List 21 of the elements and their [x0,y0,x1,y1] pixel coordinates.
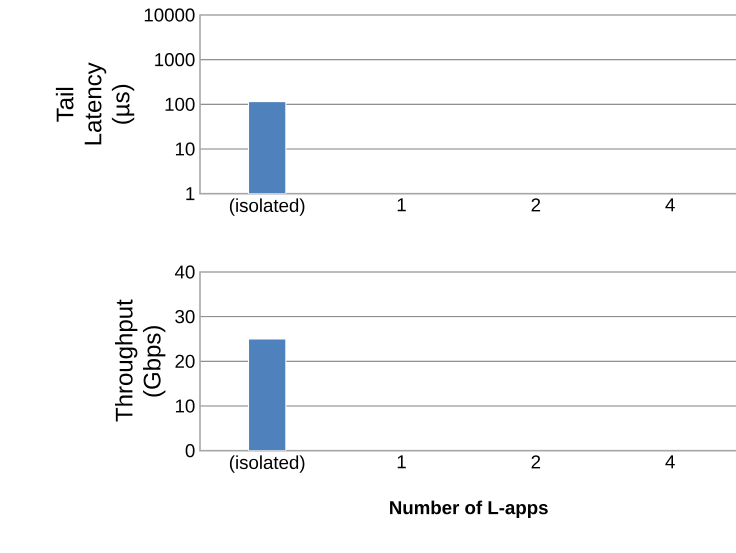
x-tick-label: 2 [532,198,540,212]
y-tick-label: 10000 [144,8,195,22]
y-tick-label: 30 [175,310,195,324]
y-axis-title: Throughput (Gbps) [115,299,166,422]
x-tick-label: 4 [665,198,675,212]
x-tick-label: 2 [532,455,540,468]
x-tick-label: 4 [665,455,675,468]
y-tick-label: 10 [176,399,195,413]
x-tick-label: (isolated) [230,455,304,473]
y-tick-label: 20 [175,354,195,368]
y-tick-label: 10 [176,142,195,156]
x-axis-title: Number of L-apps [390,500,548,518]
y-axis-title: Tail Latency (µs) [56,62,134,144]
y-tick-label: 1000 [155,53,195,66]
x-tick-label: 1 [398,198,406,212]
x-tick-label: (isolated) [230,198,304,216]
x-tick-label: 1 [398,455,406,468]
y-tick-label: 0 [186,444,195,458]
y-tick-label: 40 [174,265,195,279]
y-tick-label: 100 [166,98,195,111]
y-tick-label: 1 [186,187,194,200]
